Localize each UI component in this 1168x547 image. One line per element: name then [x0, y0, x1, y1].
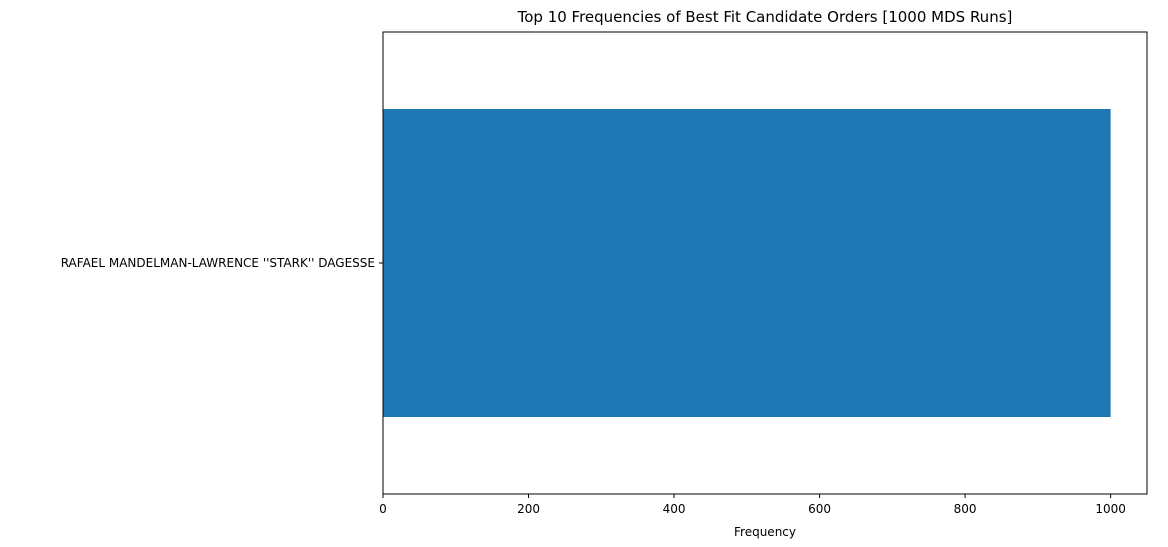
x-axis: 0 200 400 600 800 1000 — [379, 494, 1126, 516]
bar-0 — [383, 109, 1111, 417]
y-tick-label: RAFAEL MANDELMAN-LAWRENCE ''STARK'' DAGE… — [61, 256, 375, 270]
plot-frame — [382, 31, 1148, 495]
x-tick-label: 800 — [954, 502, 977, 516]
x-tick-label: 600 — [808, 502, 831, 516]
x-tick-label: 1000 — [1095, 502, 1126, 516]
chart-title: Top 10 Frequencies of Best Fit Candidate… — [517, 8, 1013, 26]
x-axis-label: Frequency — [734, 525, 796, 539]
y-axis: RAFAEL MANDELMAN-LAWRENCE ''STARK'' DAGE… — [61, 256, 383, 270]
x-tick-label: 0 — [379, 502, 387, 516]
x-tick-label: 200 — [517, 502, 540, 516]
x-tick-label: 400 — [663, 502, 686, 516]
bars-layer — [383, 109, 1111, 417]
